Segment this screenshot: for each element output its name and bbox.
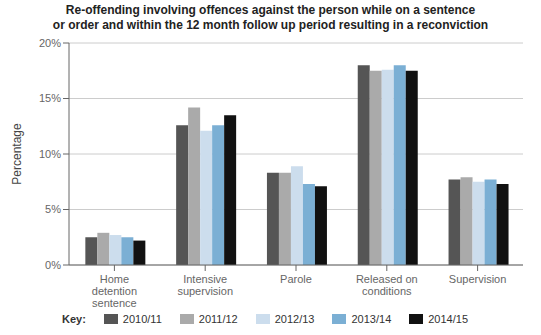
html-text:Re-offending involving offence: Re-offending involving offences against … [65,3,476,17]
svg-text:Homedetentionsentence: Homedetentionsentence [92,273,137,309]
html-text:2011/12: 2011/12 [198,313,238,325]
svg-text:10%: 10% [39,148,61,160]
svg-text:Percentage: Percentage [10,123,24,185]
svg-text:Intensivesupervision: Intensivesupervision [177,273,233,297]
html-text:Key:: Key: [62,313,86,325]
svg-text:15%: 15% [39,92,61,104]
svg-text:Released onconditions: Released onconditions [356,273,418,297]
svg-text:20%: 20% [39,37,61,49]
html-text:2012/13: 2012/13 [274,313,315,325]
html-text:2010/11: 2010/11 [122,313,162,325]
html-text:or order and within the 12 mon: or order and within the 12 month follow … [52,18,489,32]
svg-text:Parole: Parole [280,273,312,285]
html-text:2014/15: 2014/15 [428,313,468,325]
svg-text:5%: 5% [45,203,61,215]
svg-text:Supervision: Supervision [449,273,506,285]
html-text:2013/14: 2013/14 [351,313,392,325]
svg-text:0%: 0% [45,259,61,271]
